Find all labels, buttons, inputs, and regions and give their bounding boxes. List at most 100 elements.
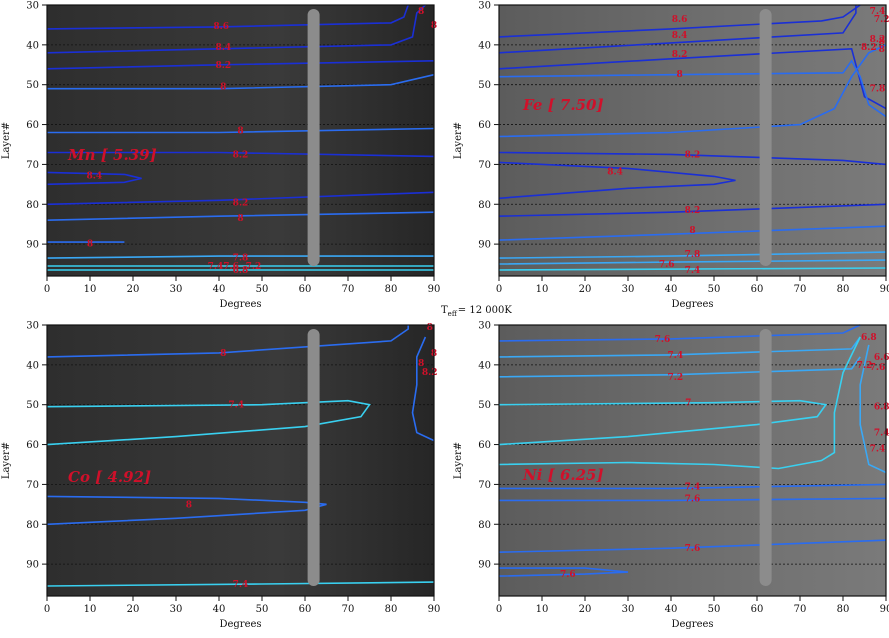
x-tick-label: 70 (342, 284, 355, 295)
slit-bar (759, 329, 772, 586)
contour-line-8 (498, 59, 887, 118)
x-tick-label: 30 (622, 284, 635, 295)
contour-label: 7.8 (870, 85, 886, 95)
contour-line-8-2 (498, 203, 887, 217)
contour-line-7 (498, 336, 861, 470)
y-tick-label: 50 (478, 80, 491, 91)
contour-label: 7.6 (560, 570, 576, 580)
contour-label: 7.4 (870, 445, 886, 455)
contour-label: 8 (87, 239, 93, 249)
contour-label: 8.6 (672, 15, 688, 25)
contour-line-7-8 (498, 44, 887, 138)
y-tick-label: 40 (26, 40, 39, 51)
contour-label: 7.2 (857, 361, 873, 371)
contour-label: 7.8 (233, 253, 249, 263)
contour-label: 7.4 (233, 580, 249, 590)
y-tick-label: 30 (478, 1, 491, 12)
y-tick-label: 70 (26, 160, 39, 171)
contour-label: 7.2 (246, 262, 262, 272)
contour-label: 7.47.6 (208, 262, 239, 272)
contour-line-8-4 (46, 171, 142, 186)
y-tick-label: 40 (26, 360, 39, 371)
y-tick-label: 60 (478, 120, 491, 131)
contour-label: 7.4 (874, 429, 889, 439)
x-tick-label: 0 (44, 604, 50, 615)
contour-label: 7.2 (874, 15, 889, 25)
contour-label: 8 (220, 349, 226, 359)
y-axis-label: Layer# (453, 442, 464, 479)
center-teff-label: Teff= 12 000K (441, 305, 512, 318)
contour-line-8-2 (47, 151, 435, 158)
plot-frame (498, 324, 887, 597)
x-axis-label: Degrees (671, 299, 713, 310)
x-tick-label: 60 (299, 604, 312, 615)
element-title: Fe [ 7.50] (522, 96, 604, 114)
contour-label: 7.6 (659, 260, 675, 270)
contour-label: 8.4 (607, 168, 623, 178)
contour-label: 8 (418, 7, 424, 17)
x-tick-label: 0 (44, 284, 50, 295)
x-tick-label: 20 (579, 604, 592, 615)
x-tick-label: 70 (794, 604, 807, 615)
contour-line-8-2 (46, 60, 435, 70)
y-tick-label: 80 (478, 200, 491, 211)
panel-ni: 7.67.47.277.47.67.67.66.86.67.27.66.87.4… (453, 321, 889, 631)
x-tick-label: 70 (794, 284, 807, 295)
x-tick-label: 30 (170, 284, 183, 295)
y-tick-label: 40 (478, 360, 491, 371)
contour-label: 7.4 (870, 7, 886, 17)
contour-line-8-4 (498, 161, 736, 200)
contour-label: 8.4 (672, 31, 688, 41)
contour-label: 7.4 (667, 351, 683, 361)
contour-label: 6.8 (861, 333, 877, 343)
plot-background (499, 325, 886, 596)
y-tick-label: 90 (26, 560, 39, 571)
contour-label: 8.2 (861, 43, 877, 53)
contour-label: 8 (427, 323, 433, 333)
contour-line-8-2 (46, 191, 435, 206)
slit-bar (307, 9, 320, 266)
x-tick-label: 20 (127, 604, 140, 615)
y-tick-label: 50 (26, 80, 39, 91)
y-tick-label: 30 (478, 321, 491, 332)
x-tick-label: 90 (880, 604, 889, 615)
contour-label: 8.4 (215, 43, 231, 53)
y-tick-label: 70 (26, 480, 39, 491)
y-axis-label: Layer# (453, 122, 464, 159)
x-axis-label: Degrees (219, 299, 261, 310)
x-tick-label: 60 (299, 284, 312, 295)
y-tick-label: 60 (26, 440, 39, 451)
y-axis-label: Layer# (1, 442, 12, 479)
x-tick-label: 40 (213, 284, 226, 295)
contour-label: 8 (237, 214, 243, 224)
contour-label: 8.2 (422, 368, 438, 378)
contour-label: 8 (186, 500, 192, 510)
x-tick-label: 90 (428, 604, 441, 615)
contour-label: 8 (689, 226, 695, 236)
contour-line-8-6 (46, 4, 409, 30)
x-tick-label: 80 (385, 604, 398, 615)
contour-label: 6.8 (874, 403, 889, 413)
x-axis-label: Degrees (671, 619, 713, 630)
contour-label: 7.6 (685, 494, 701, 504)
contour-line-8 (46, 495, 327, 526)
contour-line-7-6 (498, 324, 861, 342)
slit-bar (307, 329, 320, 586)
contour-line-7-8 (498, 251, 887, 259)
contour-line-7-6 (499, 497, 887, 502)
contour-line-7-6 (498, 259, 887, 265)
contour-label: 8.2 (870, 35, 886, 45)
contour-line-8 (46, 211, 435, 221)
y-tick-label: 60 (478, 440, 491, 451)
x-tick-label: 60 (751, 284, 764, 295)
contour-label: 6.8 (233, 266, 249, 276)
x-tick-label: 50 (708, 284, 721, 295)
contour-label: 7.2 (667, 373, 683, 383)
x-tick-label: 50 (708, 604, 721, 615)
contour-line-8-4 (46, 4, 426, 54)
panel-fe: 8.68.48.288.28.48.287.87.67.47.47.28.28.… (453, 1, 889, 311)
x-tick-label: 50 (256, 284, 269, 295)
plot-frame (46, 4, 435, 277)
x-tick-label: 50 (256, 604, 269, 615)
